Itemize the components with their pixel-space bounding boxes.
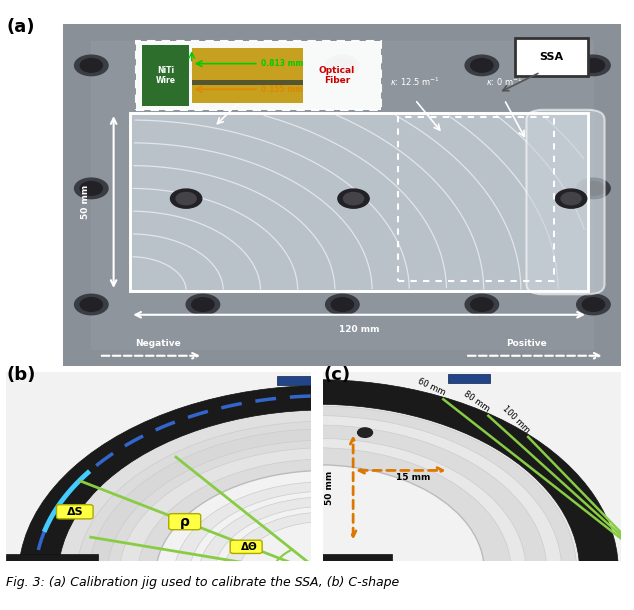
Circle shape (582, 182, 605, 195)
Bar (448, 374, 490, 384)
Text: 60 mm: 60 mm (416, 377, 447, 398)
Bar (318, 554, 392, 561)
Text: SSA: SSA (540, 52, 564, 62)
FancyBboxPatch shape (169, 514, 201, 529)
Bar (141, 45, 189, 106)
Circle shape (191, 59, 214, 72)
Bar (131, 113, 588, 291)
Text: 80 mm: 80 mm (462, 390, 491, 414)
Bar (191, 80, 303, 85)
Bar (131, 113, 588, 291)
Wedge shape (292, 386, 609, 571)
Text: (b): (b) (6, 366, 36, 384)
Circle shape (577, 178, 610, 199)
Text: 50 mm: 50 mm (81, 185, 90, 219)
Circle shape (465, 294, 498, 315)
Circle shape (331, 59, 354, 72)
Wedge shape (174, 482, 339, 610)
Circle shape (465, 55, 498, 76)
Text: Fig. 3: (a) Calibration jig used to calibrate the SSA, (b) C-shape: Fig. 3: (a) Calibration jig used to cali… (6, 576, 399, 589)
Circle shape (577, 294, 610, 315)
Circle shape (326, 294, 359, 315)
Text: 50 mm: 50 mm (325, 470, 333, 504)
Wedge shape (292, 439, 526, 575)
Text: $\kappa$: 0 m$^{-1}$: $\kappa$: 0 m$^{-1}$ (486, 76, 522, 88)
Bar (136, 41, 382, 110)
Circle shape (582, 298, 605, 311)
Wedge shape (119, 448, 326, 610)
Circle shape (191, 298, 214, 311)
Circle shape (358, 428, 373, 437)
Wedge shape (284, 396, 592, 576)
Text: Optical
Fiber: Optical Fiber (319, 66, 355, 85)
Circle shape (561, 193, 581, 205)
Circle shape (555, 189, 586, 208)
Wedge shape (223, 512, 335, 603)
Bar (277, 376, 311, 386)
Text: $\kappa$: 12.5 m$^{-1}$: $\kappa$: 12.5 m$^{-1}$ (390, 76, 440, 88)
Circle shape (75, 55, 108, 76)
Text: 120 mm: 120 mm (339, 325, 379, 334)
Circle shape (186, 55, 219, 76)
FancyBboxPatch shape (526, 110, 605, 294)
Bar (191, 48, 303, 103)
Text: Positive: Positive (506, 339, 547, 348)
Text: 0.813 mm: 0.813 mm (261, 59, 303, 68)
Text: 0.155 mm: 0.155 mm (261, 85, 303, 94)
Wedge shape (28, 391, 326, 610)
Wedge shape (28, 391, 326, 610)
Circle shape (186, 294, 219, 315)
Wedge shape (58, 410, 326, 610)
Wedge shape (89, 429, 326, 610)
Text: NiTi
Wire: NiTi Wire (155, 66, 176, 85)
Circle shape (470, 298, 493, 311)
FancyBboxPatch shape (230, 540, 262, 553)
Circle shape (80, 298, 103, 311)
Bar (6, 554, 98, 561)
Circle shape (80, 182, 103, 195)
Circle shape (338, 189, 369, 208)
Wedge shape (288, 415, 562, 576)
Circle shape (326, 55, 359, 76)
Text: 100 mm: 100 mm (501, 404, 531, 435)
Wedge shape (198, 497, 337, 610)
FancyBboxPatch shape (515, 38, 588, 76)
Text: (a): (a) (6, 18, 35, 37)
Text: ΔΘ: ΔΘ (241, 542, 257, 551)
Circle shape (176, 193, 196, 205)
Text: Negative: Negative (136, 339, 181, 348)
Circle shape (582, 59, 605, 72)
Circle shape (75, 294, 108, 315)
Circle shape (470, 59, 493, 72)
Circle shape (577, 55, 610, 76)
Circle shape (75, 178, 108, 199)
Text: ρ: ρ (179, 515, 190, 529)
Text: ΔS: ΔS (67, 507, 83, 517)
Wedge shape (18, 386, 326, 610)
Wedge shape (281, 379, 618, 577)
Bar (398, 117, 554, 281)
Circle shape (171, 189, 202, 208)
FancyBboxPatch shape (56, 504, 93, 519)
Text: $\kappa$: 25 m$^{-1}$: $\kappa$: 25 m$^{-1}$ (221, 76, 263, 88)
Circle shape (331, 298, 354, 311)
Text: 15 mm: 15 mm (396, 473, 430, 482)
Circle shape (344, 193, 363, 205)
Circle shape (80, 59, 103, 72)
Text: (c): (c) (323, 366, 351, 384)
